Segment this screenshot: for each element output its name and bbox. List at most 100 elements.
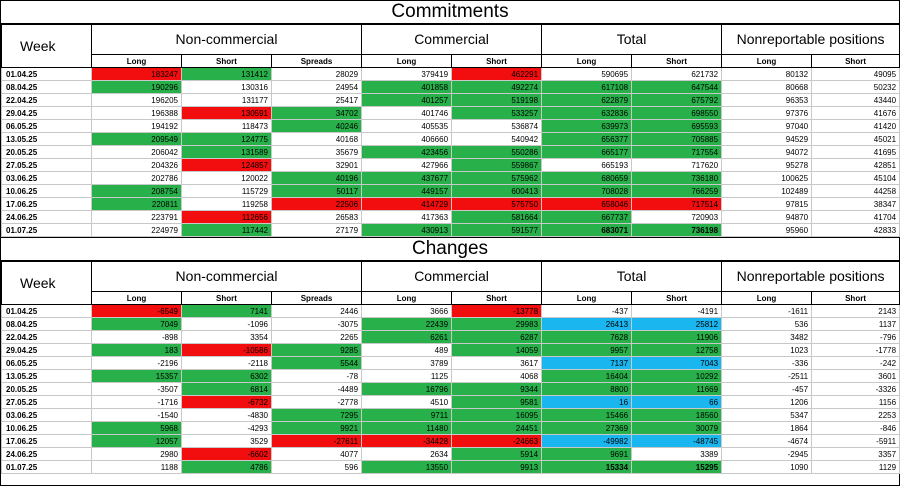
data-cell: 401746 bbox=[361, 106, 453, 120]
data-cell: -2778 bbox=[270, 395, 363, 409]
data-cell: 4786 bbox=[181, 460, 272, 474]
data-cell: 124857 bbox=[181, 158, 272, 172]
week-cell: 08.04.25 bbox=[1, 317, 92, 331]
data-cell: 600413 bbox=[451, 184, 543, 198]
data-cell: 9711 bbox=[361, 408, 453, 422]
data-cell: -4674 bbox=[721, 434, 813, 448]
data-cell: -49982 bbox=[541, 434, 633, 448]
data-cell: 15357 bbox=[91, 369, 182, 383]
data-cell: 1188 bbox=[91, 460, 182, 474]
data-cell: 6287 bbox=[451, 330, 543, 344]
data-cell: 40168 bbox=[270, 132, 363, 146]
data-cell: 3601 bbox=[811, 369, 900, 383]
data-cell: 206042 bbox=[91, 145, 182, 159]
data-cell: 220811 bbox=[91, 197, 182, 211]
data-cell: -78 bbox=[270, 369, 363, 383]
table-row: 01.07.25 224979 117442 27179 430913 591577 683… bbox=[1, 223, 900, 237]
data-cell: 183247 bbox=[91, 67, 182, 81]
data-cell: 401257 bbox=[361, 93, 453, 107]
week-cell: 22.04.25 bbox=[1, 93, 92, 107]
data-cell: 449157 bbox=[361, 184, 453, 198]
data-cell: -4293 bbox=[181, 421, 272, 435]
table-row: 01.07.25 1188 4786 596 13550 9913 15334 15295 10… bbox=[1, 460, 900, 474]
week-cell: 01.07.25 bbox=[1, 460, 92, 474]
week-cell: 20.05.25 bbox=[1, 382, 92, 396]
data-cell: -898 bbox=[91, 330, 182, 344]
data-cell: 209549 bbox=[91, 132, 182, 146]
week-cell: 01.07.25 bbox=[1, 223, 92, 237]
data-cell: 196388 bbox=[91, 106, 182, 120]
week-header: Week bbox=[1, 261, 92, 305]
data-cell: 3789 bbox=[361, 356, 453, 370]
data-cell: 9921 bbox=[270, 421, 363, 435]
subheader: Long bbox=[721, 291, 813, 305]
data-cell: 680659 bbox=[541, 171, 633, 185]
data-cell: -2511 bbox=[721, 369, 813, 383]
data-cell: 1023 bbox=[721, 343, 813, 357]
data-cell: 437677 bbox=[361, 171, 453, 185]
data-cell: 489 bbox=[361, 343, 453, 357]
data-cell: 34702 bbox=[270, 106, 363, 120]
data-cell: 675792 bbox=[631, 93, 723, 107]
data-cell: 2265 bbox=[270, 330, 363, 344]
data-cell: 27179 bbox=[270, 223, 363, 237]
data-cell: 667737 bbox=[541, 210, 633, 224]
data-cell: 41676 bbox=[811, 106, 900, 120]
data-cell: 705885 bbox=[631, 132, 723, 146]
commercial-header: Commercial bbox=[361, 261, 543, 292]
data-cell: 3529 bbox=[181, 434, 272, 448]
data-cell: 204326 bbox=[91, 158, 182, 172]
data-cell: 40196 bbox=[270, 171, 363, 185]
table-row: 03.06.25 202786 120022 40196 437677 575962 680… bbox=[1, 171, 900, 185]
data-cell: 590695 bbox=[541, 67, 633, 81]
data-cell: 423456 bbox=[361, 145, 453, 159]
data-cell: 26413 bbox=[541, 317, 633, 331]
data-cell: 119258 bbox=[181, 197, 272, 211]
data-cell: 736198 bbox=[631, 223, 723, 237]
data-cell: -437 bbox=[541, 304, 633, 318]
data-cell: -2118 bbox=[181, 356, 272, 370]
data-cell: 7295 bbox=[270, 408, 363, 422]
data-cell: 14059 bbox=[451, 343, 543, 357]
data-cell: 3389 bbox=[631, 447, 723, 461]
data-cell: 575750 bbox=[451, 197, 543, 211]
data-cell: 3357 bbox=[811, 447, 900, 461]
week-cell: 01.04.25 bbox=[1, 304, 92, 318]
data-cell: 194192 bbox=[91, 119, 182, 133]
data-cell: 9691 bbox=[541, 447, 633, 461]
data-cell: 112656 bbox=[181, 210, 272, 224]
table-row: 13.05.25 15357 6302 -78 1125 4068 16404 10292 -2… bbox=[1, 369, 900, 383]
data-cell: -4830 bbox=[181, 408, 272, 422]
data-cell: 720903 bbox=[631, 210, 723, 224]
data-cell: 717620 bbox=[631, 158, 723, 172]
data-cell: 40246 bbox=[270, 119, 363, 133]
commitments-table: Week Non-commercial Commercial Total Nonrepo… bbox=[1, 24, 900, 237]
data-cell: 120022 bbox=[181, 171, 272, 185]
data-cell: -3075 bbox=[270, 317, 363, 331]
data-cell: 11480 bbox=[361, 421, 453, 435]
week-cell: 27.05.25 bbox=[1, 395, 92, 409]
week-header: Week bbox=[1, 24, 92, 68]
data-cell: 96353 bbox=[721, 93, 813, 107]
data-cell: 575962 bbox=[451, 171, 543, 185]
data-cell: 25417 bbox=[270, 93, 363, 107]
data-cell: 8800 bbox=[541, 382, 633, 396]
data-cell: -2945 bbox=[721, 447, 813, 461]
data-cell: 3482 bbox=[721, 330, 813, 344]
data-cell: 3666 bbox=[361, 304, 453, 318]
subheader: Long bbox=[541, 291, 633, 305]
data-cell: 1156 bbox=[811, 395, 900, 409]
changes-table: Week Non-commercial Commercial Total Nonrepo… bbox=[1, 261, 900, 474]
data-cell: 24954 bbox=[270, 80, 363, 94]
data-cell: -796 bbox=[811, 330, 900, 344]
data-cell: 41704 bbox=[811, 210, 900, 224]
nonreportable-header: Nonreportable positions bbox=[721, 24, 900, 55]
data-cell: 38347 bbox=[811, 197, 900, 211]
data-cell: -242 bbox=[811, 356, 900, 370]
week-cell: 06.05.25 bbox=[1, 119, 92, 133]
data-cell: 1125 bbox=[361, 369, 453, 383]
data-cell: 5544 bbox=[270, 356, 363, 370]
table-row: 10.06.25 208754 115729 50117 449157 600413 708… bbox=[1, 184, 900, 198]
data-cell: 131589 bbox=[181, 145, 272, 159]
data-cell: 102489 bbox=[721, 184, 813, 198]
